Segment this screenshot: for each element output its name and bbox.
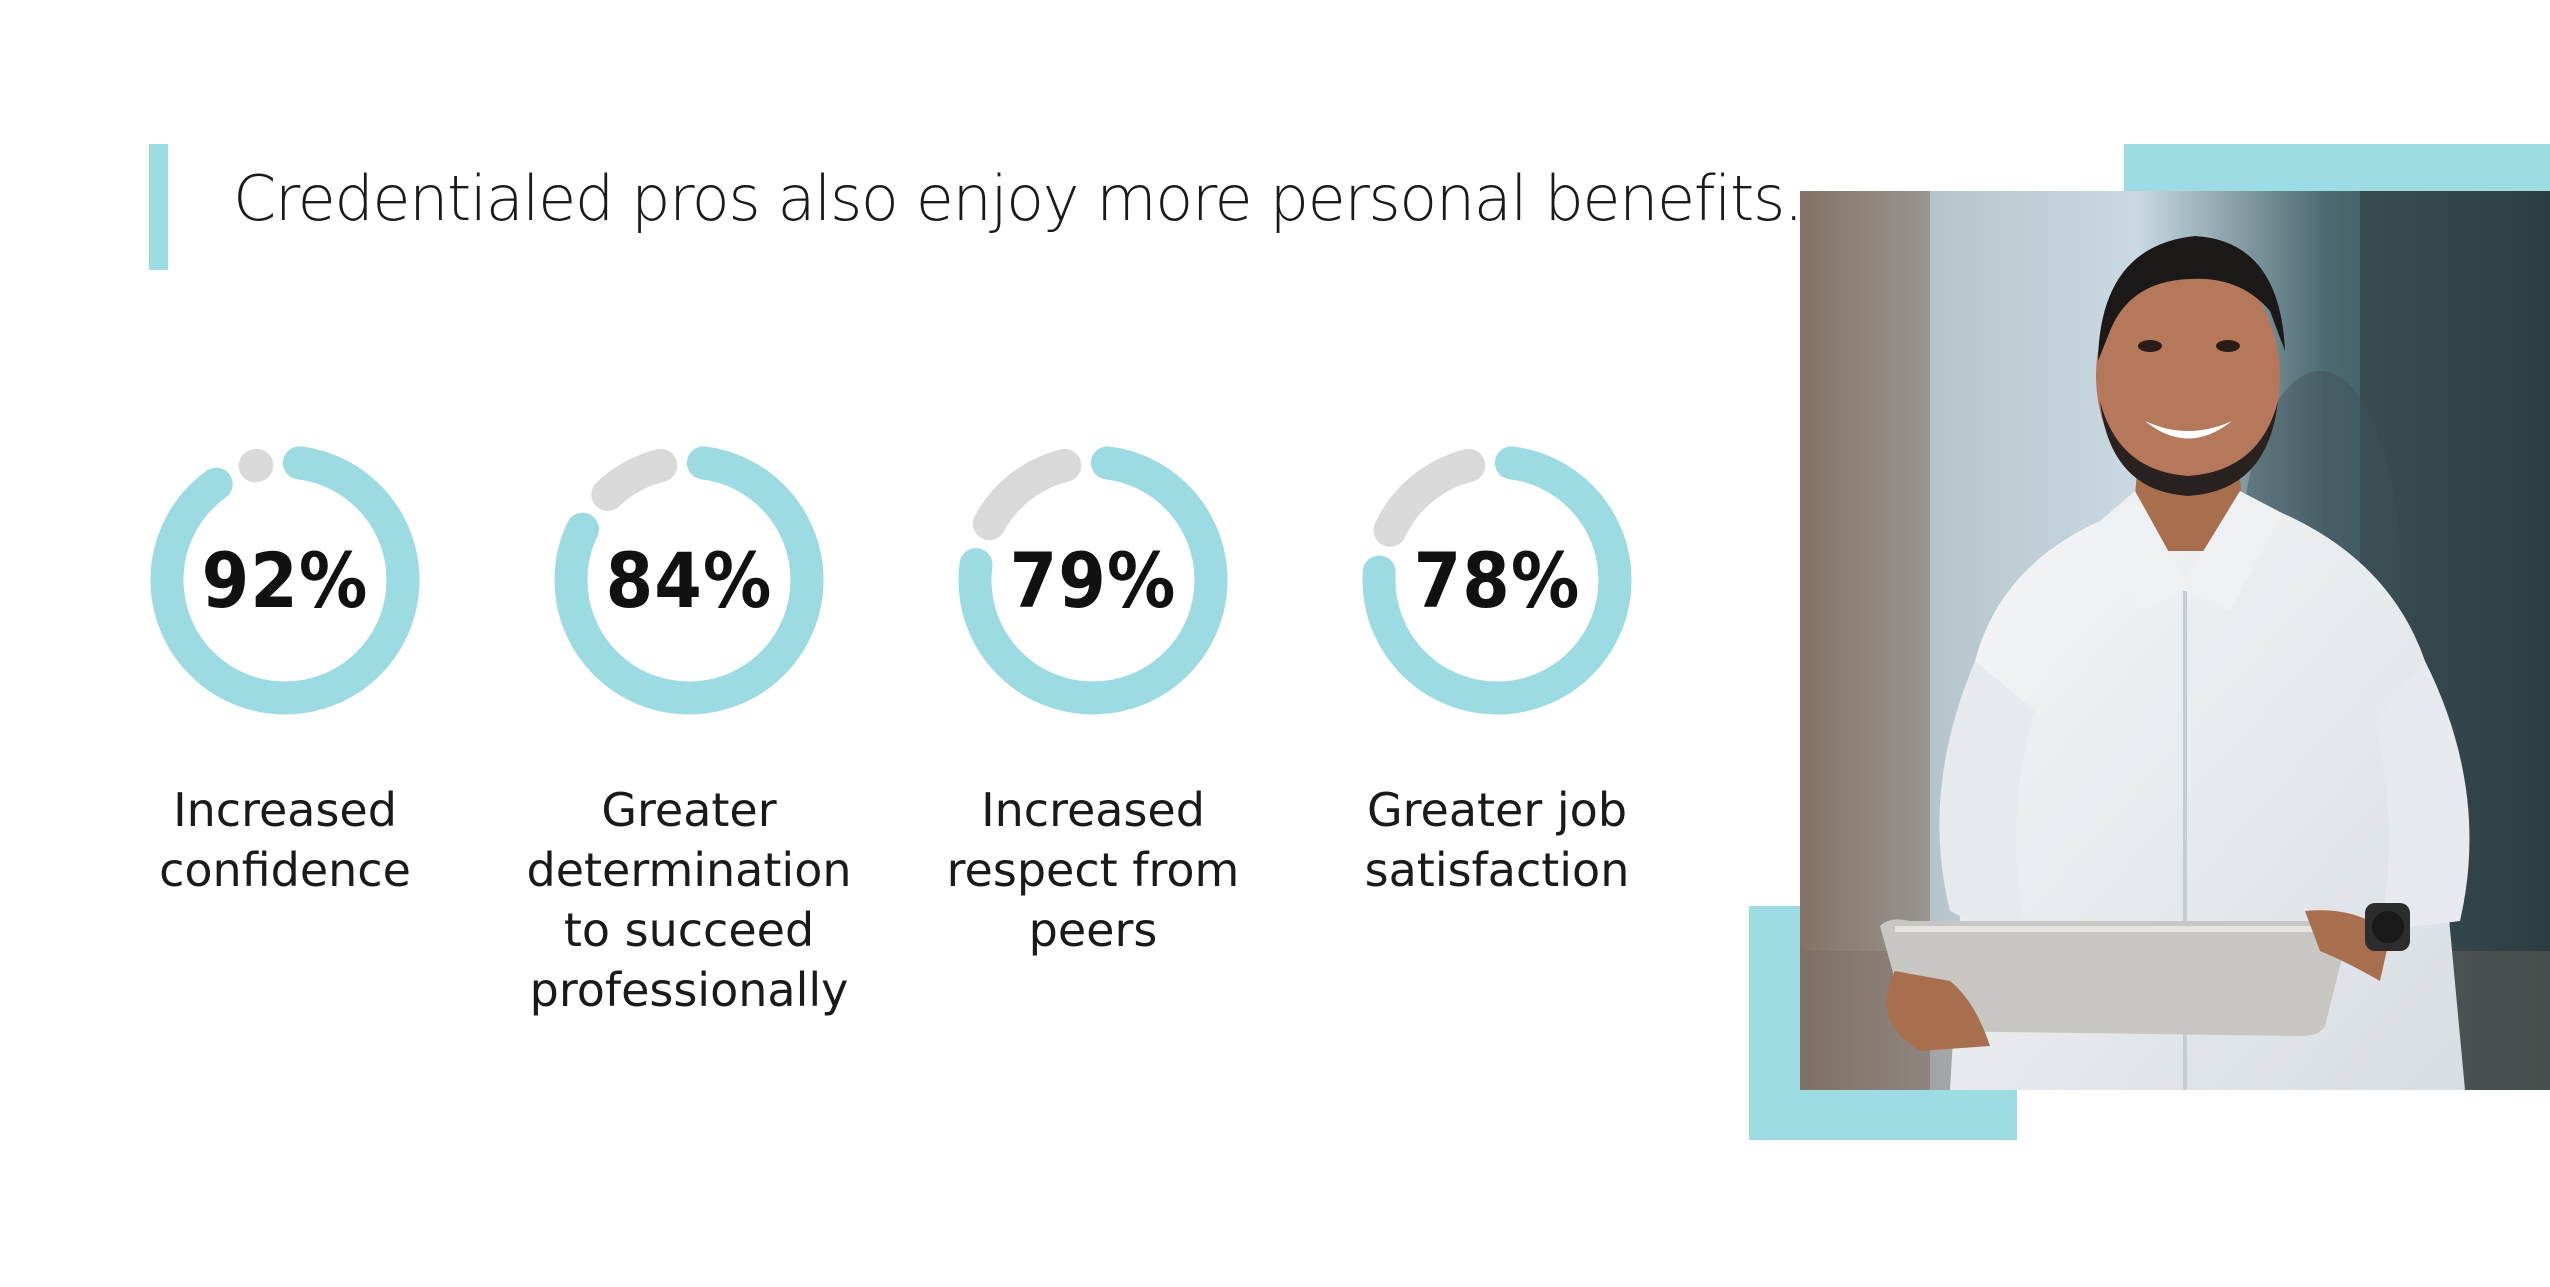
donut-chart-determination (554, 445, 824, 715)
donut-arc-determination (554, 445, 824, 715)
donut-ring-job-satisfaction: 78% (1357, 440, 1637, 720)
donut-value-respect: 79% (1009, 535, 1177, 625)
smiling-man-with-tablet-photo (1800, 191, 2550, 1090)
donut-value-job-satisfaction: 78% (1413, 535, 1581, 625)
donut-stats: 92% Increased confidence 84% Greater det… (145, 440, 1637, 1017)
photo-illustration (1800, 191, 2550, 1090)
stat-label-job-satisfaction: Greater job satisfaction (1364, 783, 1630, 897)
donut-arc-confidence (150, 445, 420, 715)
donut-chart-confidence (150, 445, 420, 715)
donut-chart-respect (958, 445, 1228, 715)
stat-label-respect: Increased respect from peers (946, 783, 1240, 957)
title-accent-bar (149, 144, 168, 270)
donut-chart-job-satisfaction (1362, 445, 1632, 715)
stat-label-determination: Greater determination to succeed profess… (526, 783, 852, 1017)
stat-label-confidence: Increased confidence (159, 783, 411, 897)
donut-ring-respect: 79% (953, 440, 1233, 720)
photo-frame-top-accent (2124, 144, 2550, 191)
donut-arc-job-satisfaction (1362, 445, 1632, 715)
donut-value-confidence: 92% (201, 535, 369, 625)
donut-arc-respect (958, 445, 1228, 715)
donut-value-determination: 84% (605, 535, 773, 625)
page-title: Credentialed pros also enjoy more person… (233, 162, 1804, 235)
donut-ring-determination: 84% (549, 440, 829, 720)
donut-ring-confidence: 92% (145, 440, 425, 720)
